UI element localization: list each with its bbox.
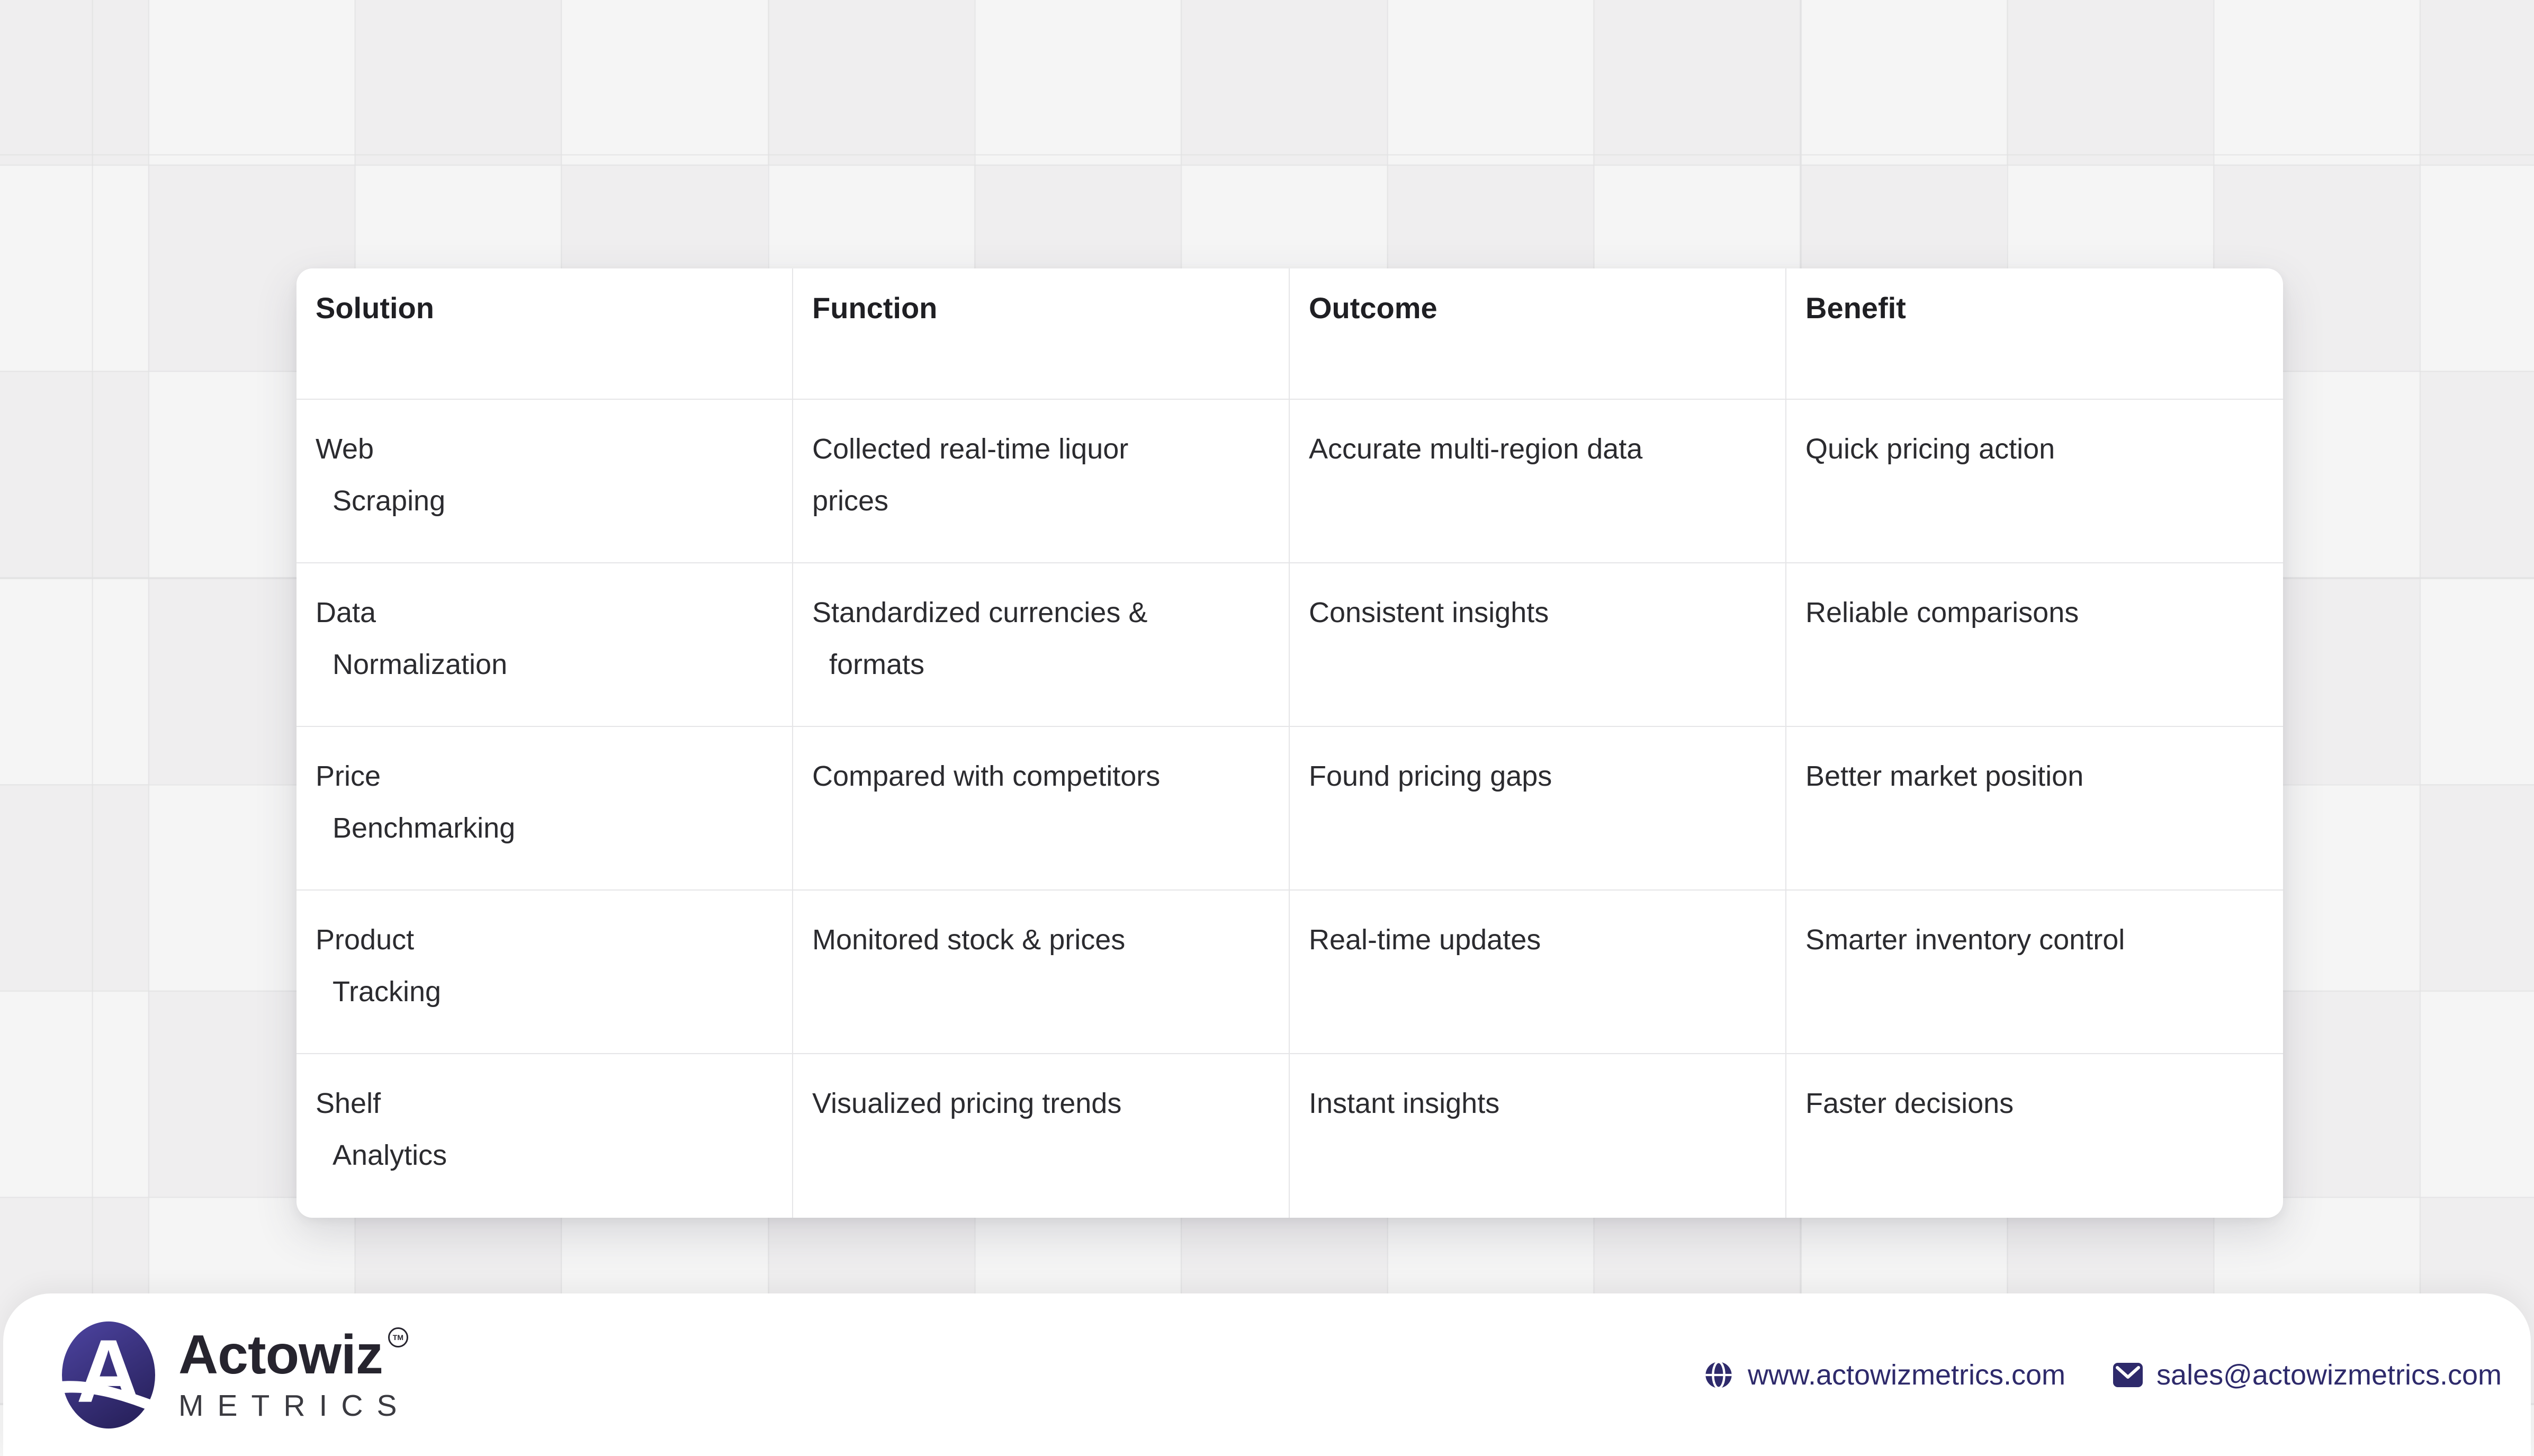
brand-logo-group: A Actowiz TM METRICS (59, 1320, 411, 1430)
cell-r5-solution: Shelf Analytics (296, 1054, 793, 1218)
footer-bar: A Actowiz TM METRICS www.actowizmetrics.… (3, 1293, 2531, 1456)
brand-subtitle: METRICS (178, 1389, 411, 1423)
email-link[interactable]: sales@actowizmetrics.com (2113, 1359, 2502, 1391)
cell-text: Product (316, 924, 415, 956)
header-label: Benefit (1805, 291, 1906, 325)
cell-text: Consistent insights (1309, 597, 1549, 628)
column-header-function: Function (793, 268, 1290, 400)
cell-text: Price (316, 760, 381, 792)
cell-text: Tracking (333, 976, 442, 1008)
cell-text: Data (316, 597, 376, 628)
solutions-table: Solution Function Outcome Benefit Web Sc… (296, 268, 2283, 1218)
cell-r3-function: Compared with competitors (793, 727, 1290, 891)
solutions-table-card: Solution Function Outcome Benefit Web Sc… (296, 268, 2283, 1218)
column-header-outcome: Outcome (1290, 268, 1786, 400)
website-link[interactable]: www.actowizmetrics.com (1703, 1359, 2065, 1391)
cell-r4-function: Monitored stock & prices (793, 891, 1290, 1054)
globe-icon (1705, 1360, 1732, 1389)
cell-text: Shelf (316, 1087, 381, 1119)
cell-text: formats (829, 649, 925, 680)
cell-r1-benefit: Quick pricing action (1786, 400, 2283, 563)
brand-name: Actowiz (178, 1324, 383, 1386)
cell-text: Found pricing gaps (1309, 760, 1552, 792)
cell-r2-function: Standardized currencies & formats (793, 563, 1290, 727)
cell-text: Quick pricing action (1805, 433, 2055, 465)
cell-r1-outcome: Accurate multi-region data (1290, 400, 1786, 563)
cell-r4-outcome: Real-time updates (1290, 891, 1786, 1054)
cell-r2-benefit: Reliable comparisons (1786, 563, 2283, 727)
cell-text: Instant insights (1309, 1087, 1500, 1119)
svg-text:A: A (76, 1320, 141, 1421)
cell-text: Visualized pricing trends (812, 1087, 1122, 1119)
cell-r5-outcome: Instant insights (1290, 1054, 1786, 1218)
cell-r4-solution: Product Tracking (296, 891, 793, 1054)
cell-text: Accurate multi-region data (1309, 433, 1643, 465)
cell-text: Benchmarking (333, 812, 516, 844)
cell-text: Reliable comparisons (1805, 597, 2079, 628)
cell-r3-solution: Price Benchmarking (296, 727, 793, 891)
cell-r5-benefit: Faster decisions (1786, 1054, 2283, 1218)
trademark-badge: TM (388, 1327, 408, 1347)
cell-r2-outcome: Consistent insights (1290, 563, 1786, 727)
column-header-benefit: Benefit (1786, 268, 2283, 400)
cell-text: Better market position (1805, 760, 2084, 792)
cell-text: prices (812, 485, 889, 517)
column-header-solution: Solution (296, 268, 793, 400)
cell-r1-solution: Web Scraping (296, 400, 793, 563)
cell-r5-function: Visualized pricing trends (793, 1054, 1290, 1218)
cell-text: Compared with competitors (812, 760, 1161, 792)
cell-text: Scraping (333, 485, 446, 517)
cell-r2-solution: Data Normalization (296, 563, 793, 727)
website-label: www.actowizmetrics.com (1747, 1359, 2066, 1391)
cell-r3-outcome: Found pricing gaps (1290, 727, 1786, 891)
cell-text: Normalization (333, 649, 508, 680)
actowiz-logo-icon: A (59, 1320, 158, 1428)
cell-text: Analytics (333, 1139, 447, 1171)
header-label: Outcome (1309, 291, 1437, 325)
cell-text: Web (316, 433, 374, 465)
header-label: Function (812, 291, 938, 325)
cell-text: Monitored stock & prices (812, 924, 1126, 956)
cell-text: Collected real-time liquor (812, 433, 1129, 465)
footer-contacts: www.actowizmetrics.com sales@actowizmetr… (1703, 1359, 2502, 1391)
brand-wordmark: Actowiz TM METRICS (178, 1326, 411, 1423)
cell-text: Standardized currencies & (812, 597, 1148, 628)
mail-icon (2113, 1362, 2143, 1387)
cell-r3-benefit: Better market position (1786, 727, 2283, 891)
cell-text: Faster decisions (1805, 1087, 2014, 1119)
cell-text: Smarter inventory control (1805, 924, 2125, 956)
cell-text: Real-time updates (1309, 924, 1541, 956)
cell-r1-function: Collected real-time liquor prices (793, 400, 1290, 563)
header-label: Solution (316, 291, 434, 325)
cell-r4-benefit: Smarter inventory control (1786, 891, 2283, 1054)
email-label: sales@actowizmetrics.com (2156, 1359, 2502, 1391)
